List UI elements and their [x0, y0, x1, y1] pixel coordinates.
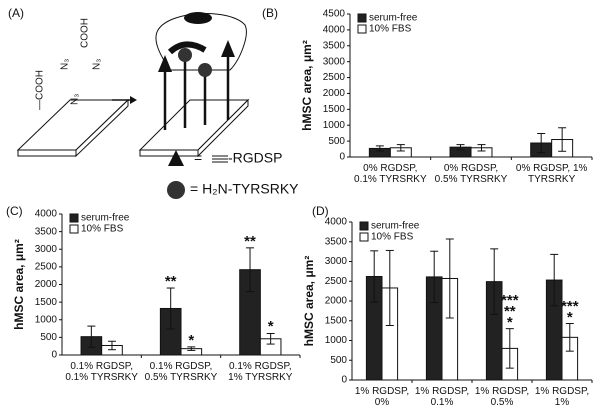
legend-label: 10% FBS: [369, 24, 412, 35]
surface: [138, 99, 250, 151]
y-tick-label: 3500: [323, 40, 346, 51]
legend-label: 10% FBS: [371, 232, 414, 243]
legend-text: -RGDSP: [228, 150, 282, 166]
surface-edge: [75, 98, 129, 158]
y-tick-label: 0: [339, 152, 345, 163]
y-tick-label: 4000: [323, 25, 346, 36]
legend-label: serum-free: [369, 13, 418, 24]
rgdsp: [221, 40, 235, 57]
legend-swatch: [359, 232, 369, 242]
panel-label: (C): [6, 204, 23, 218]
y-tick-label: 0: [341, 375, 347, 386]
y-tick-label: 2000: [323, 88, 346, 99]
legend-label: 10% FBS: [81, 224, 124, 235]
y-tick-label: 2000: [325, 296, 348, 307]
group-label: N₃: [70, 94, 81, 105]
y-tick-label: 2500: [35, 262, 58, 273]
significance: *** *: [561, 297, 579, 326]
x-tick-label: 1% RGDSP, 0.5% TYRSRKY: [474, 386, 530, 408]
legend-label: serum-free: [81, 213, 130, 224]
y-tick-label: 2000: [35, 279, 58, 290]
legend-label: serum-free: [371, 221, 420, 232]
y-tick-label: 3000: [323, 56, 346, 67]
significance: *: [267, 318, 274, 336]
legend-text: = H₂N-TYRSRKY: [190, 181, 299, 197]
y-axis-label: hMSC area, μm²: [302, 256, 316, 347]
group-label: —COOH: [35, 70, 46, 110]
x-tick-label: 0% RGDSP, 0.5% TYRSRKY: [434, 163, 508, 185]
nucleus: [184, 12, 212, 24]
y-tick-label: 500: [40, 332, 57, 343]
x-tick-label: 1% RGDSP, 1% TYRSRKY: [534, 386, 590, 408]
y-tick-label: 3000: [325, 256, 348, 267]
legend-swatch: [359, 221, 369, 231]
y-tick-label: 1500: [325, 315, 348, 326]
y-tick-label: 1000: [35, 314, 58, 325]
y-tick-label: 3500: [325, 236, 348, 247]
x-tick-label: 0% RGDSP, 0.1% TYRSRKY: [354, 163, 427, 185]
diagram-a: (A) —COOH N₃ N₃ COOH N₃ = -RGDSP = H₂N-T…: [8, 6, 299, 199]
y-tick-label: 1000: [325, 335, 348, 346]
y-tick-label: 4500: [323, 9, 346, 20]
y-axis-label: hMSC area, μm²: [300, 40, 314, 131]
y-axis-label: hMSC area, μm²: [12, 239, 26, 330]
x-tick-label: 0.1% RGDSP, 1% TYRSRKY: [228, 361, 293, 383]
y-tick-label: 4000: [35, 209, 58, 220]
panel-label: (D): [312, 204, 329, 218]
legend-text: =: [194, 150, 202, 166]
legend-triangle: [168, 150, 184, 166]
panel-label: (A): [8, 6, 24, 20]
y-tick-label: 2500: [323, 72, 346, 83]
group-label: COOH: [80, 18, 91, 48]
y-tick-label: 1500: [323, 104, 346, 115]
tyrsrky: [178, 48, 192, 62]
x-tick-label: 0% RGDSP, 1% TYRSRKY: [515, 163, 588, 185]
significance: **: [164, 273, 177, 291]
y-tick-label: 2500: [325, 276, 348, 287]
legend-swatch: [69, 224, 79, 234]
y-tick-label: 3500: [35, 226, 58, 237]
y-tick-label: 500: [328, 136, 345, 147]
x-tick-label: 1% RGDSP, 0% TYRSRKY: [354, 386, 410, 408]
y-tick-label: 1500: [35, 297, 58, 308]
y-tick-label: 4000: [325, 217, 348, 228]
legend-swatch: [69, 213, 79, 223]
panel-label: (B): [262, 6, 278, 20]
y-tick-label: 3000: [35, 244, 58, 255]
significance: **: [244, 232, 256, 250]
adhesion: [167, 41, 207, 55]
x-tick-label: 0.1% RGDSP, 0.5% TYRSRKY: [144, 361, 218, 383]
legend-circle: [167, 181, 185, 199]
significance: *: [188, 331, 195, 349]
rgdsp: [158, 55, 172, 72]
arrow-head: [130, 96, 137, 104]
group-label: N₃: [60, 59, 71, 70]
y-tick-label: 500: [330, 355, 347, 366]
legend-swatch: [357, 24, 367, 34]
legend-swatch: [357, 13, 367, 23]
surface-edge: [17, 149, 77, 157]
surface-edge: [139, 149, 199, 157]
x-tick-label: 1% RGDSP, 0.1% TYRSRKY: [414, 386, 470, 408]
significance: *** ** *: [501, 291, 519, 331]
y-tick-label: 1000: [323, 120, 346, 131]
surface-edge: [197, 98, 249, 158]
y-tick-label: 0: [51, 350, 57, 361]
group-label: N₃: [92, 59, 103, 70]
tyrsrky: [198, 63, 212, 77]
x-tick-label: 0.1% RGDSP, 0.1% TYRSRKY: [65, 361, 138, 383]
